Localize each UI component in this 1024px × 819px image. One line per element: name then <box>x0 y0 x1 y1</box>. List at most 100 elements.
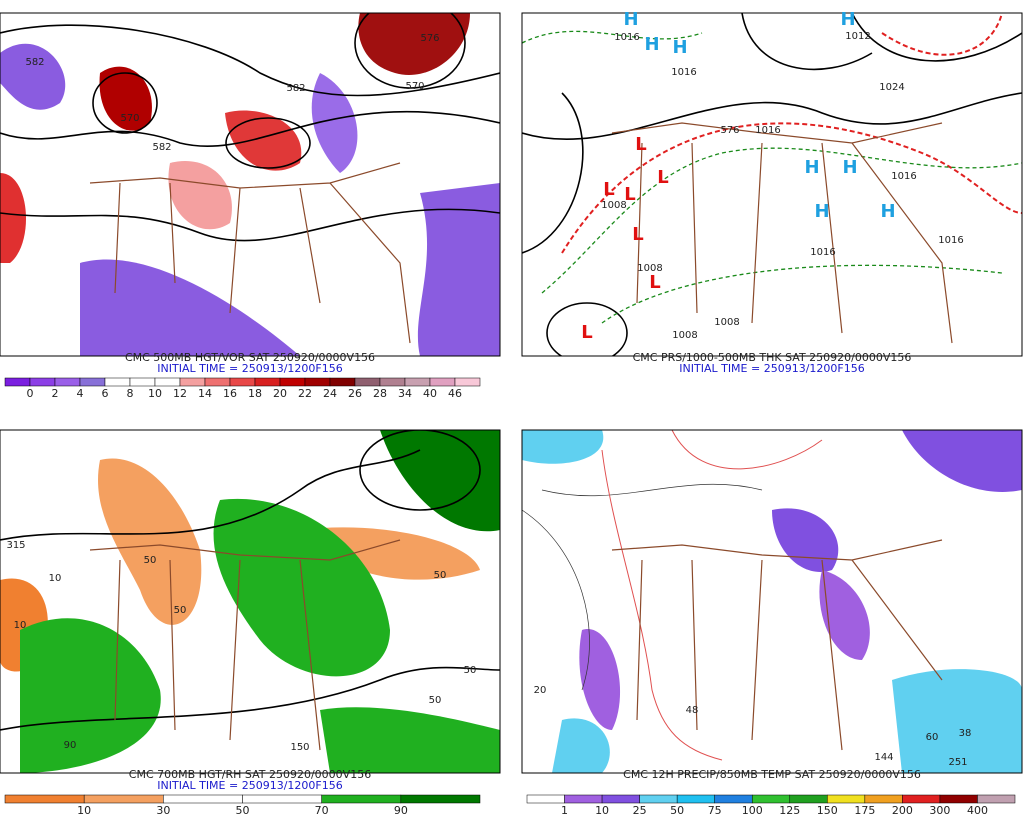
map-label: 1024 <box>879 82 904 93</box>
caption: CMC 12H PRECIP/850MB TEMP SAT 250920/000… <box>623 768 921 781</box>
map-label: 48 <box>686 705 699 716</box>
map-label: H <box>842 157 857 178</box>
colorbar-label: 24 <box>323 387 337 400</box>
caption: CMC 500MB HGT/VOR SAT 250920/0000V156 <box>125 351 375 364</box>
colorbar-label: 400 <box>967 804 988 817</box>
colorbar-label: 12 <box>173 387 187 400</box>
map-label: 582 <box>25 57 44 68</box>
colorbar-label: 26 <box>348 387 362 400</box>
map-label: 576 <box>420 33 439 44</box>
colorbar-label: 100 <box>742 804 763 817</box>
map-label: 50 <box>429 695 442 706</box>
map-label: H <box>804 157 819 178</box>
colorbar-label: 200 <box>892 804 913 817</box>
map-label: H <box>840 9 855 30</box>
map-label: 1016 <box>938 235 963 246</box>
map-label: H <box>644 34 659 55</box>
colorbar-label: 40 <box>423 387 437 400</box>
colorbar-label: 50 <box>670 804 684 817</box>
colorbar-label: 8 <box>127 387 134 400</box>
map-label: 144 <box>874 752 893 763</box>
map-label: 576 <box>720 125 739 136</box>
colorbar-label: 34 <box>398 387 412 400</box>
colorbar-box <box>864 794 903 804</box>
initial-time: INITIAL TIME = 250913/1200F156 <box>679 362 864 375</box>
colorbar-box <box>154 377 181 387</box>
rh-map <box>0 429 501 774</box>
map-label: L <box>581 322 592 343</box>
colorbar-box <box>714 794 753 804</box>
colorbar-label: 1 <box>561 804 568 817</box>
map-label: 1016 <box>614 32 639 43</box>
labels: CMC 500MB HGT/VOR SAT 250920/0000V156INI… <box>4 9 1016 817</box>
colorbar-box <box>163 794 243 804</box>
map-label: L <box>635 134 646 155</box>
colorbar-box <box>400 794 481 804</box>
colorbar-label: 50 <box>236 804 250 817</box>
colorbar-box <box>4 794 85 804</box>
colorbar-box <box>4 377 31 387</box>
map-label: 1016 <box>755 125 780 136</box>
colorbar-box <box>429 377 456 387</box>
precip-map <box>521 429 1023 774</box>
map-label: H <box>623 9 638 30</box>
colorbar-label: 28 <box>373 387 387 400</box>
colorbar-label: 175 <box>854 804 875 817</box>
map-label: 1016 <box>891 171 916 182</box>
colorbar-box <box>229 377 256 387</box>
colorbar-label: 6 <box>102 387 109 400</box>
colorbar-label: 10 <box>595 804 609 817</box>
map-label: 60 <box>926 732 939 743</box>
map-label: 50 <box>464 665 477 676</box>
colorbar-box <box>54 377 81 387</box>
colorbar-label: 25 <box>633 804 647 817</box>
map-label: 251 <box>948 757 967 768</box>
map-label: 38 <box>959 728 972 739</box>
map-label: L <box>624 184 635 205</box>
map-label: 50 <box>434 570 447 581</box>
colorbar-box <box>526 794 565 804</box>
map-label: 1008 <box>672 330 697 341</box>
map-label: 582 <box>152 142 171 153</box>
map-label: H <box>814 201 829 222</box>
colorbar-box <box>564 794 603 804</box>
colorbar-box <box>29 377 56 387</box>
colorbar-box <box>329 377 356 387</box>
colorbar-box <box>379 377 406 387</box>
colorbar-box <box>242 794 322 804</box>
colorbar-box <box>129 377 156 387</box>
colorbar-label: 10 <box>77 804 91 817</box>
map-label: L <box>649 272 660 293</box>
map-label: 570 <box>120 113 139 124</box>
map-label: 582 <box>286 83 305 94</box>
map-label: 1008 <box>601 200 626 211</box>
colorbar-label: 2 <box>52 387 59 400</box>
map-label: 570 <box>405 81 424 92</box>
colorbar-box <box>977 794 1016 804</box>
colorbar-box <box>601 794 640 804</box>
initial-time: INITIAL TIME = 250913/1200F156 <box>157 362 342 375</box>
map-label: 10 <box>49 573 62 584</box>
colorbar-label: 22 <box>298 387 312 400</box>
map-label: 20 <box>534 685 547 696</box>
map-label: 10 <box>14 620 27 631</box>
colorbar-box <box>789 794 828 804</box>
colorbar-label: 0 <box>27 387 34 400</box>
map-label: H <box>880 201 895 222</box>
colorbar-box <box>321 794 402 804</box>
colorbar-label: 70 <box>315 804 329 817</box>
map-label: 315 <box>6 540 25 551</box>
caption: CMC PRS/1000-500MB THK SAT 250920/0000V1… <box>633 351 912 364</box>
map-label: 50 <box>144 555 157 566</box>
map-label: 50 <box>174 605 187 616</box>
vorticity-map <box>0 12 501 357</box>
caption: CMC 700MB HGT/RH SAT 250920/0000V156 <box>129 768 371 781</box>
colorbar-box <box>83 794 164 804</box>
colorbar-box <box>902 794 941 804</box>
colorbar-box <box>179 377 206 387</box>
map-label: L <box>632 224 643 245</box>
colorbar-box <box>204 377 231 387</box>
colorbar-box <box>404 377 431 387</box>
colorbar-box <box>304 377 331 387</box>
